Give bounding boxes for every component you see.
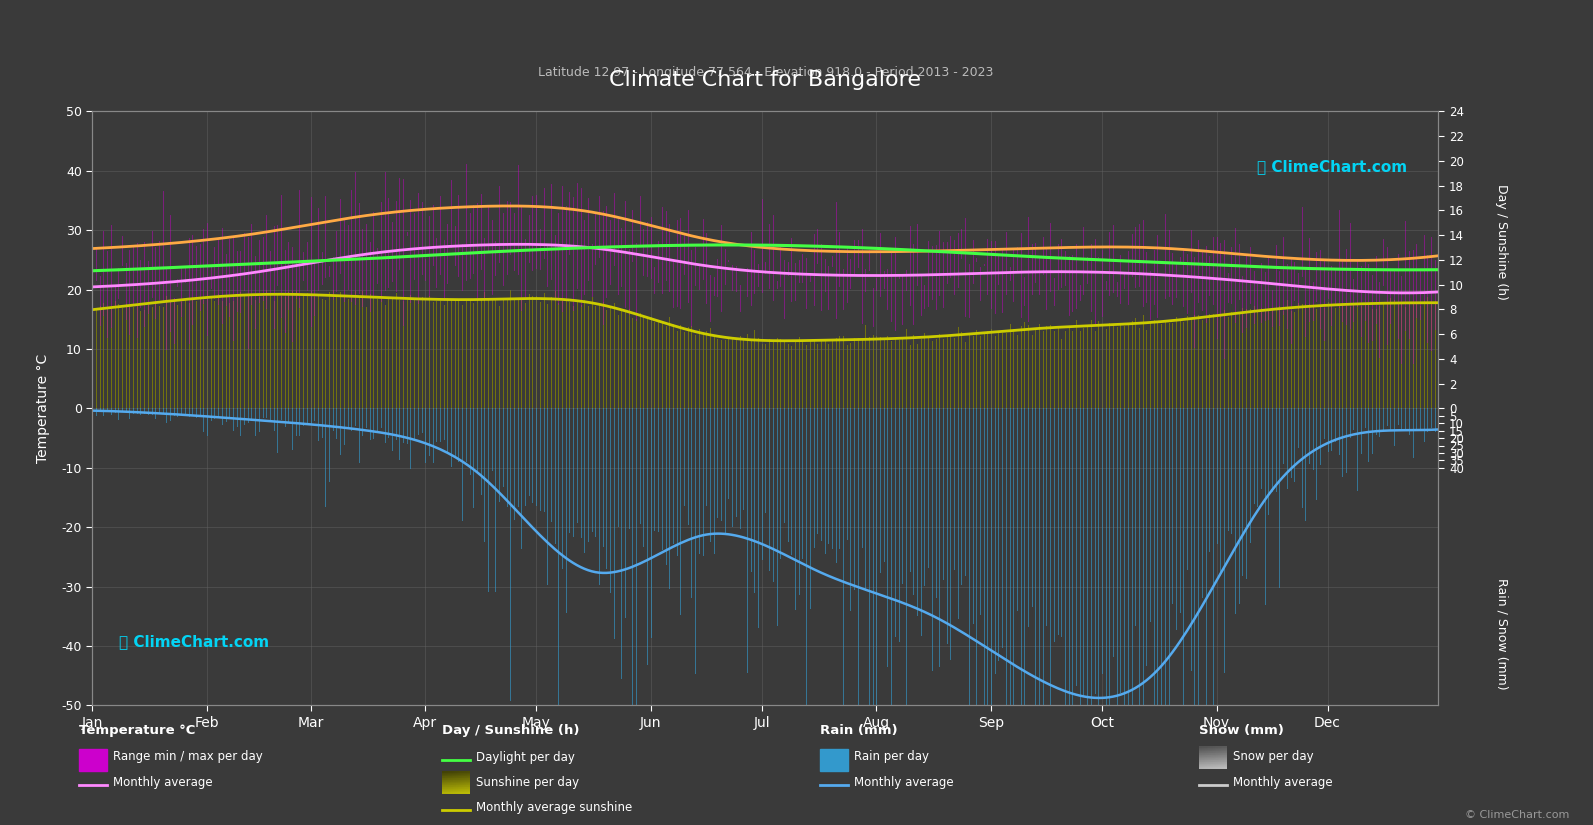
Text: Sunshine per day: Sunshine per day (476, 776, 578, 789)
Text: 🌍 ClimeChart.com: 🌍 ClimeChart.com (119, 634, 269, 649)
Title: Climate Chart for Bangalore: Climate Chart for Bangalore (610, 70, 921, 91)
Text: Temperature °C: Temperature °C (78, 724, 194, 738)
Text: Rain (mm): Rain (mm) (820, 724, 898, 738)
Text: Daylight per day: Daylight per day (476, 751, 575, 764)
Y-axis label: Temperature °C: Temperature °C (37, 354, 51, 463)
Bar (78, 749, 107, 771)
Bar (820, 749, 847, 771)
Text: Range min / max per day: Range min / max per day (113, 750, 263, 763)
Text: Snow per day: Snow per day (1233, 750, 1314, 763)
Text: Latitude 12.97 - Longitude 77.564 - Elevation 918.0 - Period 2013 - 2023: Latitude 12.97 - Longitude 77.564 - Elev… (538, 66, 992, 78)
Text: Monthly average: Monthly average (113, 776, 212, 789)
Text: Monthly average sunshine: Monthly average sunshine (476, 800, 632, 813)
Text: Day / Sunshine (h): Day / Sunshine (h) (1494, 184, 1509, 300)
Text: © ClimeChart.com: © ClimeChart.com (1466, 810, 1569, 820)
Text: Rain per day: Rain per day (854, 750, 929, 763)
Text: Snow (mm): Snow (mm) (1200, 724, 1284, 738)
Text: Day / Sunshine (h): Day / Sunshine (h) (441, 724, 580, 738)
Text: Rain / Snow (mm): Rain / Snow (mm) (1494, 578, 1509, 690)
Text: 🌍 ClimeChart.com: 🌍 ClimeChart.com (1257, 158, 1407, 174)
Text: Monthly average: Monthly average (854, 776, 954, 789)
Text: Monthly average: Monthly average (1233, 776, 1333, 789)
